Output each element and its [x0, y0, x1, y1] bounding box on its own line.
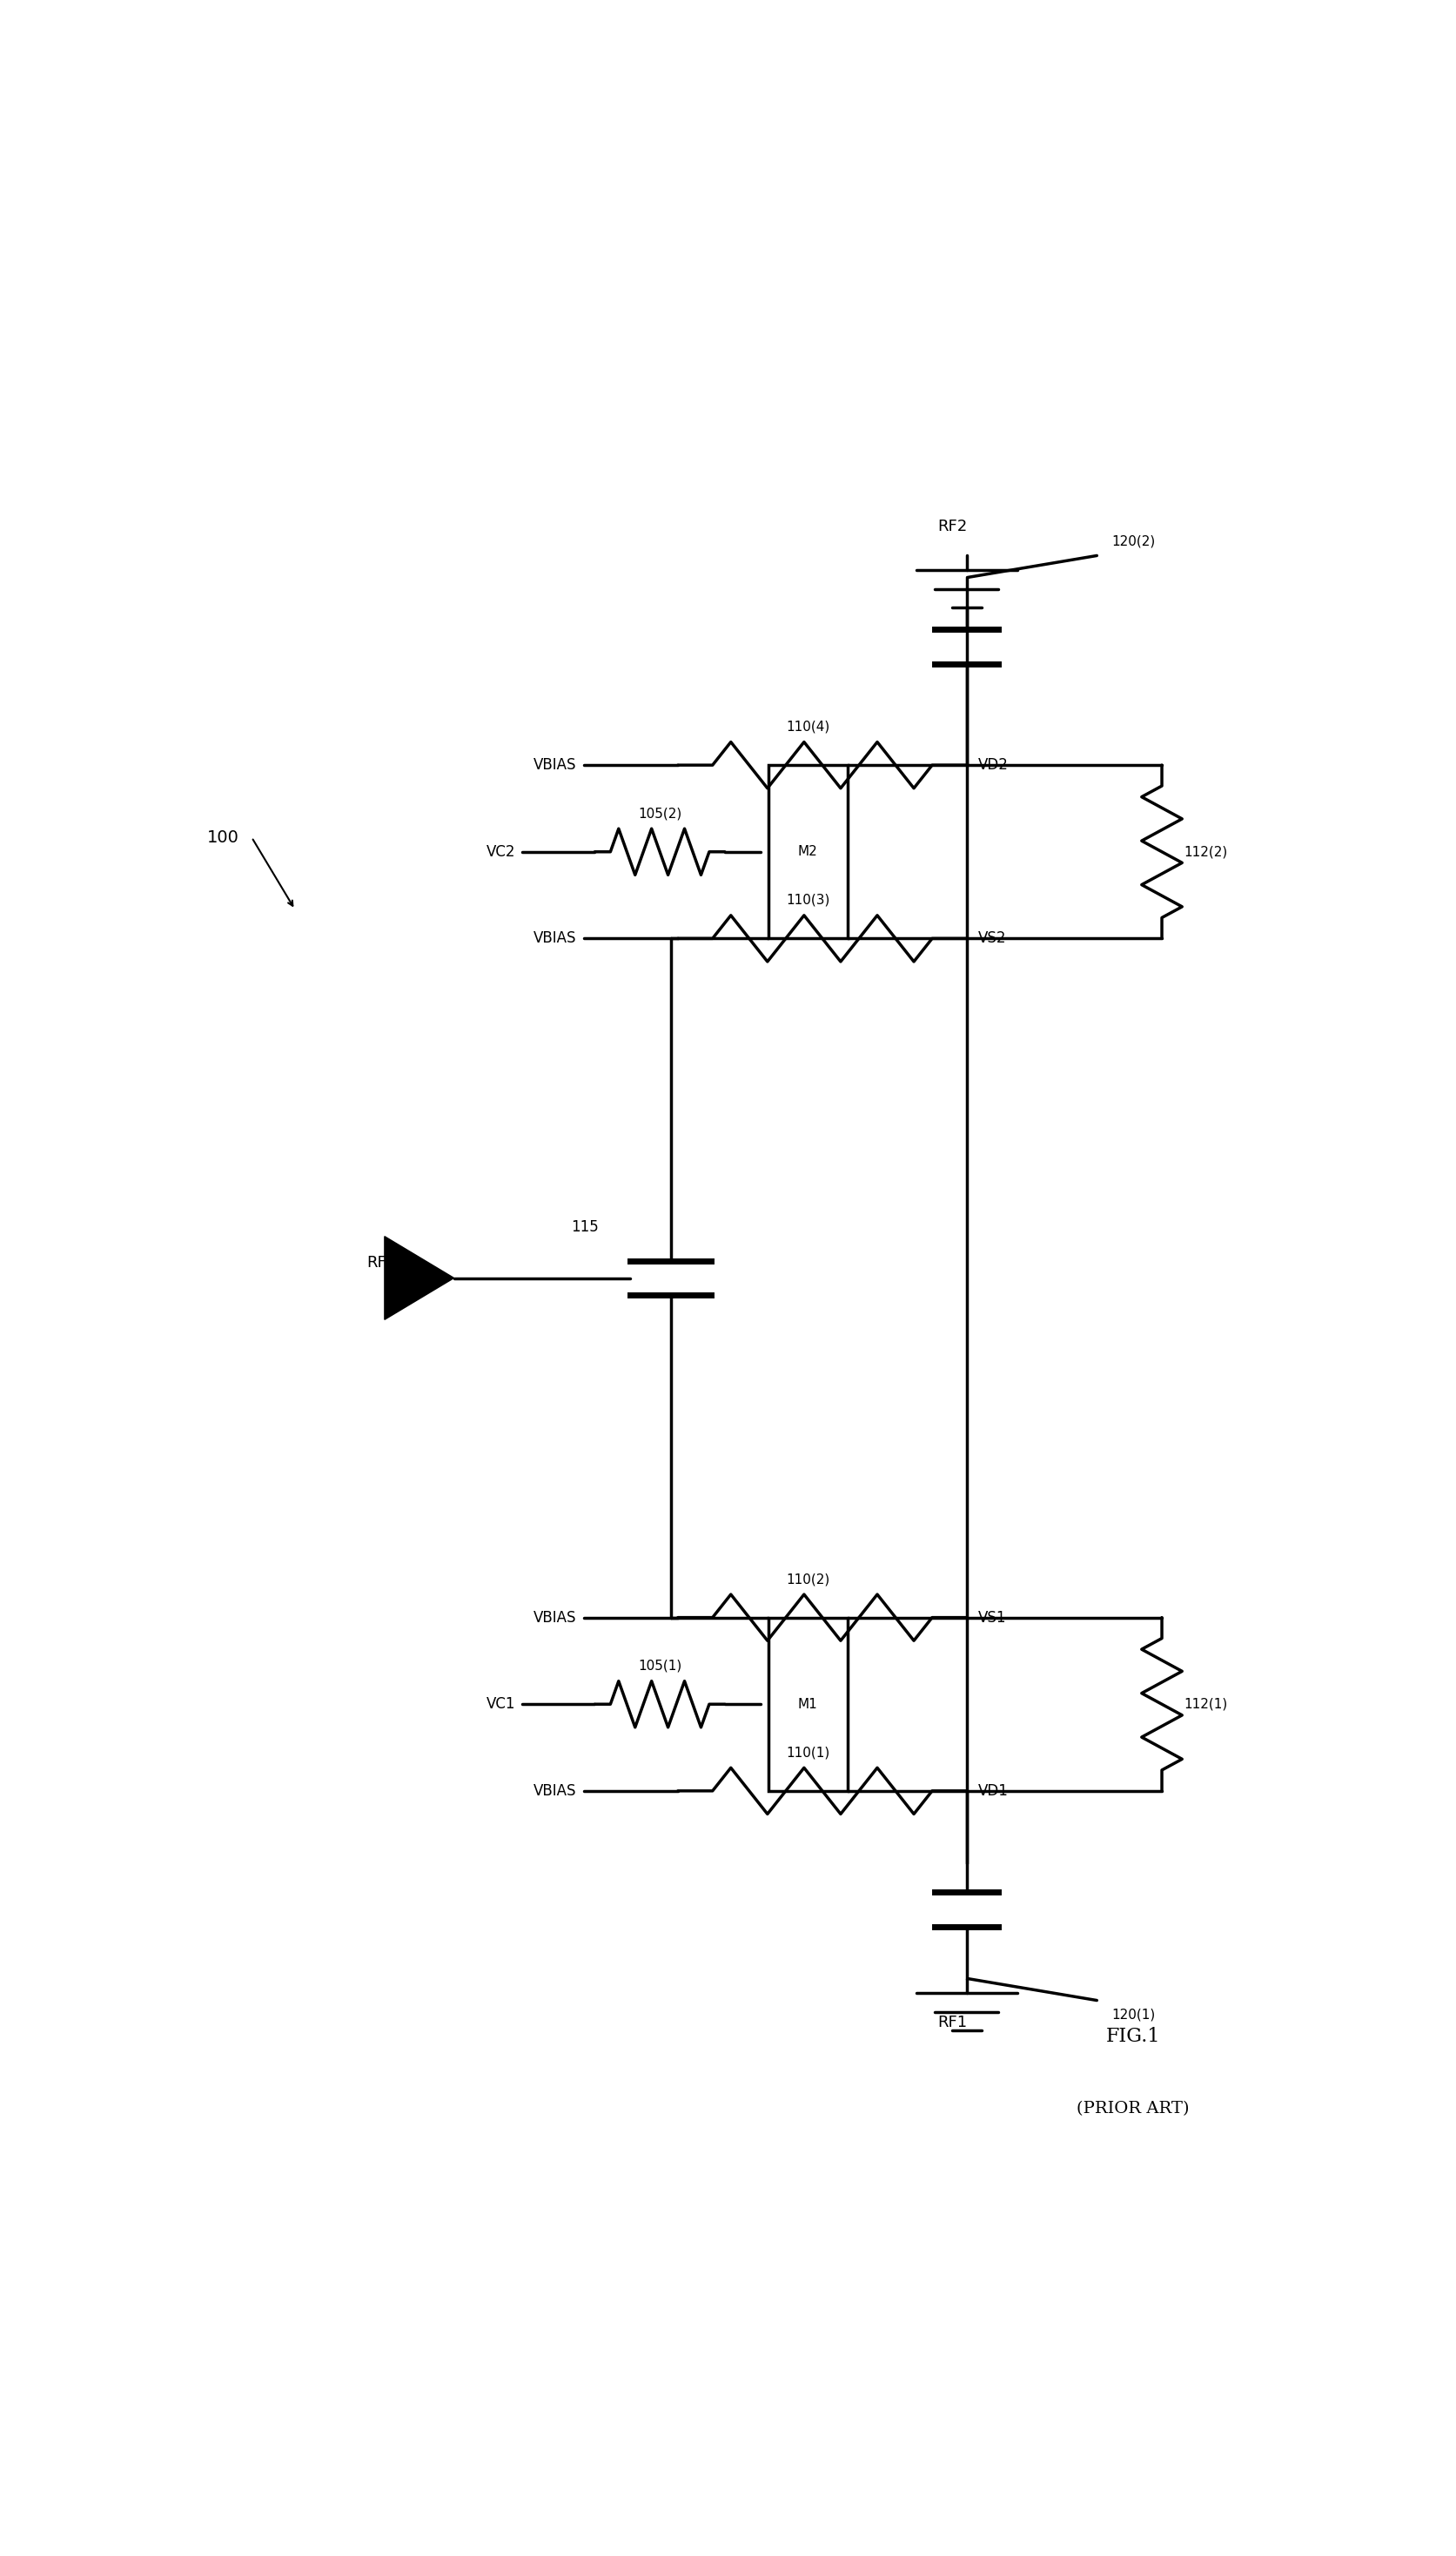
Text: 110(4): 110(4)	[786, 721, 830, 734]
Text: 120(2): 120(2)	[1111, 534, 1155, 547]
Text: VBIAS: VBIAS	[533, 1784, 577, 1799]
Text: 110(2): 110(2)	[786, 1572, 830, 1585]
Text: 120(1): 120(1)	[1111, 2009, 1155, 2022]
Text: M2: M2	[798, 846, 817, 859]
Text: RF1: RF1	[938, 2014, 967, 2029]
Text: RF2: RF2	[936, 519, 967, 534]
Text: FIG.1: FIG.1	[1105, 2027, 1159, 2045]
Text: 100: 100	[207, 828, 239, 846]
Text: 112(1): 112(1)	[1182, 1697, 1226, 1710]
Text: M1: M1	[798, 1697, 817, 1710]
Text: 115: 115	[571, 1219, 598, 1235]
Text: VC1: VC1	[486, 1697, 515, 1713]
Text: 112(2): 112(2)	[1182, 846, 1226, 859]
Text: VBIAS: VBIAS	[533, 757, 577, 772]
Text: (PRIOR ART): (PRIOR ART)	[1076, 2101, 1188, 2116]
Text: 110(1): 110(1)	[786, 1746, 830, 1759]
Text: 105(2): 105(2)	[638, 808, 681, 820]
Bar	[767, 764, 847, 938]
Text: VD2: VD2	[978, 757, 1008, 772]
Text: VC2: VC2	[486, 843, 515, 859]
Text: VD1: VD1	[978, 1784, 1008, 1799]
Polygon shape	[384, 1237, 454, 1319]
Bar	[767, 1618, 847, 1792]
Text: RFC: RFC	[365, 1255, 397, 1270]
Text: 110(3): 110(3)	[785, 895, 830, 907]
Text: VBIAS: VBIAS	[533, 930, 577, 946]
Text: VS1: VS1	[978, 1610, 1006, 1626]
Text: VS2: VS2	[978, 930, 1006, 946]
Text: VBIAS: VBIAS	[533, 1610, 577, 1626]
Text: 105(1): 105(1)	[638, 1659, 681, 1672]
